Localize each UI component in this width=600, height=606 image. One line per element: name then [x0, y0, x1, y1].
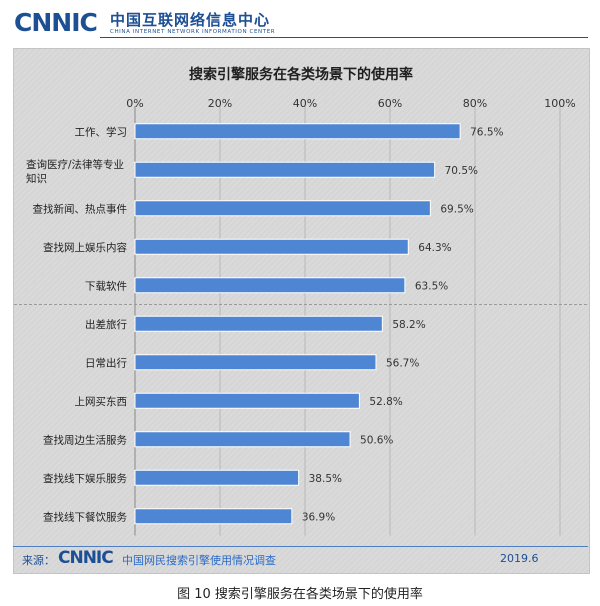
category-label: 下载软件	[85, 279, 127, 292]
category-label: 查询医疗/法律等专业知识	[26, 158, 124, 185]
value-label: 64.3%	[418, 242, 451, 254]
x-axis-ticks: 0% 20% 40% 60% 80% 100%	[126, 97, 575, 110]
bar	[134, 161, 436, 178]
footer-divider	[13, 546, 588, 547]
bar-chart: 搜索引擎服务在各类场景下的使用率 0% 20% 40% 60% 80% 100% 工作、学…	[14, 66, 589, 536]
value-label: 76.5%	[470, 126, 503, 138]
value-label: 63.5%	[415, 280, 448, 292]
bar	[134, 200, 431, 217]
bars	[134, 123, 461, 525]
header-divider	[100, 37, 588, 38]
chart-panel: 搜索引擎服务在各类场景下的使用率 0% 20% 40% 60% 80% 100% 工作、学…	[13, 48, 590, 574]
category-label: 查找网上娱乐内容	[43, 241, 127, 254]
org-name-en: CHINA INTERNET NETWORK INFORMATION CENTE…	[110, 29, 276, 35]
category-label: 查找线下娱乐服务	[43, 472, 127, 485]
x-tick-label: 100%	[544, 97, 575, 110]
category-label: 工作、学习	[75, 125, 128, 138]
bar	[134, 277, 406, 294]
x-tick-label: 60%	[378, 97, 402, 110]
x-tick-label: 20%	[208, 97, 232, 110]
value-label: 52.8%	[369, 396, 402, 408]
bar	[134, 392, 360, 409]
category-label: 查找线下餐饮服务	[43, 510, 127, 523]
value-label: 56.7%	[386, 357, 419, 369]
bar	[134, 469, 300, 486]
source-date: 2019.6	[500, 552, 539, 565]
bar	[134, 508, 293, 525]
value-label: 50.6%	[360, 434, 393, 446]
category-label: 上网买东西	[75, 395, 128, 408]
x-tick-label: 40%	[293, 97, 317, 110]
bar	[134, 123, 461, 140]
category-label: 查找新闻、热点事件	[33, 202, 128, 215]
chart-title: 搜索引擎服务在各类场景下的使用率	[189, 66, 413, 83]
value-label: 58.2%	[392, 319, 425, 331]
category-label: 查找周边生活服务	[43, 433, 127, 446]
bar	[134, 431, 351, 448]
value-labels: 76.5% 70.5% 69.5% 64.3% 63.5% 58.2% 56.7% 52.8%…	[302, 126, 504, 523]
cnnic-logo: CNNIC	[14, 8, 98, 37]
value-label: 38.5%	[309, 473, 342, 485]
value-label: 69.5%	[440, 203, 473, 215]
category-label: 出差旅行	[85, 318, 127, 331]
x-tick-label: 80%	[463, 97, 487, 110]
bar	[134, 238, 409, 255]
x-tick-label: 0%	[126, 97, 143, 110]
header: CNNIC 中国互联网络信息中心 CHINA INTERNET NETWORK …	[0, 0, 600, 46]
figure-caption: 图 10 搜索引擎服务在各类场景下的使用率	[177, 587, 423, 602]
org-name-cn: 中国互联网络信息中心	[110, 11, 271, 29]
source-title: 中国网民搜索引擎使用情况调查	[122, 554, 276, 567]
source-logo: CNNIC	[58, 548, 114, 568]
category-label: 日常出行	[85, 356, 127, 369]
value-label: 70.5%	[445, 165, 478, 177]
source-label: 来源：	[22, 554, 55, 567]
bar	[134, 315, 383, 332]
value-label: 36.9%	[302, 511, 335, 523]
bar	[134, 354, 377, 371]
category-labels: 工作、学习查询医疗/法律等专业知识查找新闻、热点事件查找网上娱乐内容下载软件出差…	[26, 125, 127, 523]
